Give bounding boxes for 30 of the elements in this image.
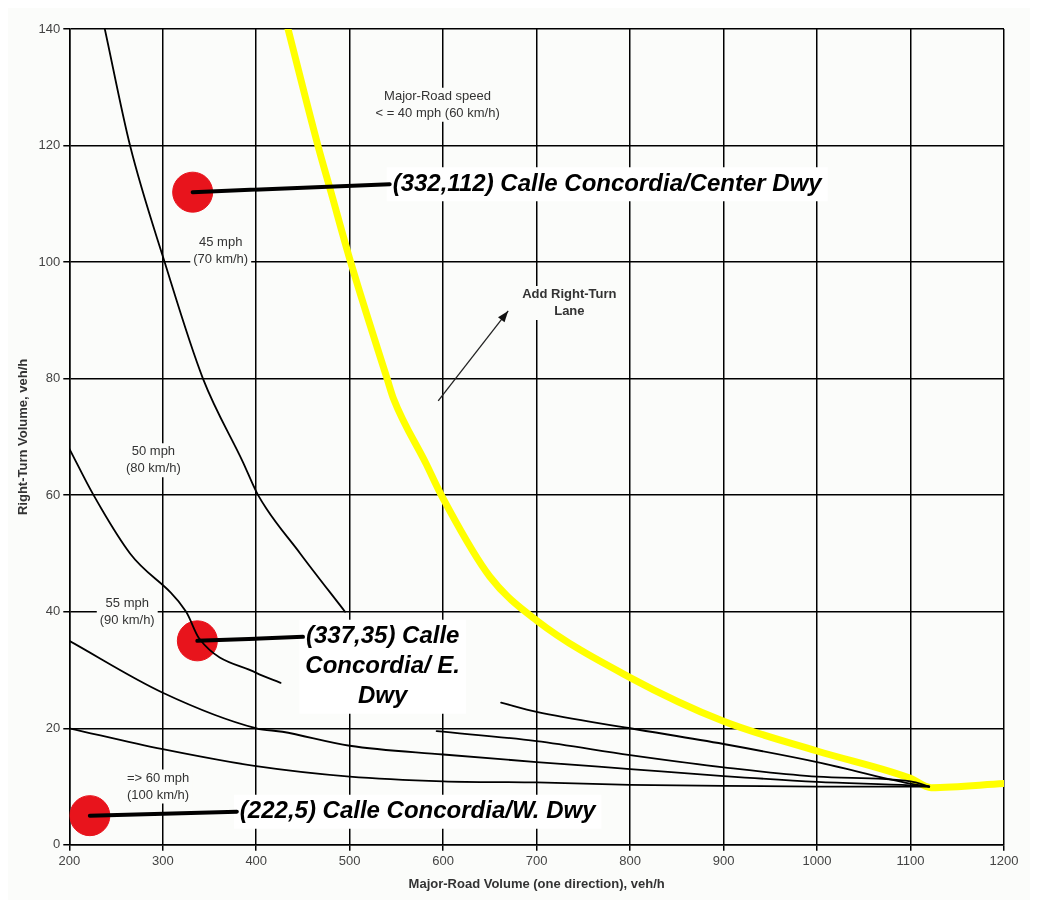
y-axis-title: Right-Turn Volume, veh/h (15, 358, 31, 516)
x-tick-label: 1100 (896, 853, 925, 869)
y-tick-label: 140 (38, 20, 61, 36)
x-axis-title: Major-Road Volume (one direction), veh/h (408, 875, 665, 891)
x-tick-label: 600 (432, 853, 455, 869)
annotation: (332,112) Calle Concordia/Center Dwy (392, 168, 824, 196)
x-tick-label: 1200 (989, 853, 1019, 869)
annotation: 55 mph (90 km/h) (99, 594, 155, 627)
x-tick-label: 300 (151, 853, 174, 869)
annotation: => 60 mph (100 km/h) (127, 769, 190, 802)
x-tick-label: 700 (525, 853, 548, 869)
x-tick-label: 900 (712, 853, 735, 869)
x-tick-label: 200 (58, 853, 81, 869)
y-tick-label: 40 (45, 603, 61, 619)
annotation: 50 mph (80 km/h) (125, 443, 181, 476)
annotation: Add Right-Turn Lane (522, 285, 617, 318)
x-tick-label: 800 (619, 853, 641, 869)
x-tick-label: 500 (338, 853, 361, 869)
annotation: (222,5) Calle Concordia/W. Dwy (239, 796, 598, 824)
x-tick-label: 400 (245, 853, 268, 869)
annotation: 45 mph (70 km/h) (193, 233, 249, 266)
y-tick-label: 20 (45, 719, 61, 735)
y-tick-label: 120 (38, 137, 61, 153)
annotation: Major-Road speed < = 40 mph (60 km/h) (375, 87, 500, 120)
y-tick-label: 60 (45, 486, 61, 502)
annotation: (337,35) Calle Concordia/ E. Dwy (305, 621, 461, 709)
y-tick-label: 100 (38, 253, 61, 269)
y-tick-label: 80 (45, 370, 61, 386)
y-tick-label: 0 (53, 836, 61, 852)
x-tick-label: 1000 (802, 853, 832, 869)
